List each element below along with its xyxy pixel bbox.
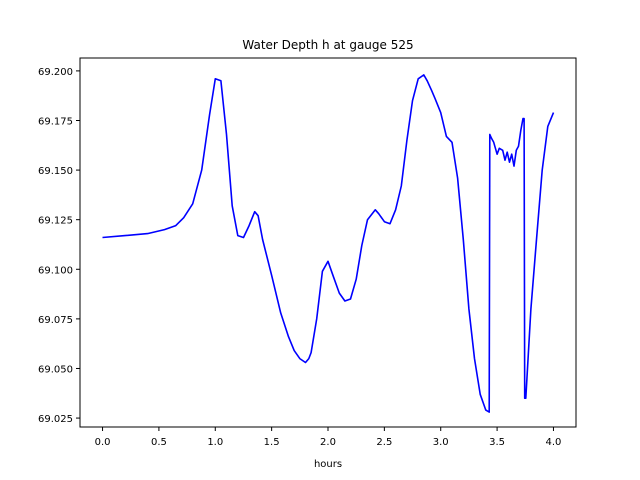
x-axis-label: hours	[314, 459, 342, 470]
y-tick-label: 69.200	[38, 67, 73, 78]
x-tick-label: 1.0	[207, 437, 223, 448]
y-axis-ticks: 69.025 69.050 69.075 69.100 69.125 69.150 69.1…	[38, 67, 80, 425]
x-tick-label: 2.5	[376, 437, 392, 448]
chart-title: Water Depth h at gauge 525	[242, 38, 413, 52]
y-tick-label: 69.050	[38, 364, 73, 375]
plot-frame	[79, 57, 577, 428]
series-layer	[102, 74, 555, 413]
x-tick-label: 0.5	[151, 437, 167, 448]
y-tick-label: 69.150	[38, 166, 73, 177]
x-tick-label: 4.0	[546, 437, 562, 448]
y-tick-label: 69.100	[38, 265, 73, 276]
y-tick-label: 69.175	[38, 116, 73, 127]
x-axis-ticks: 0.0 0.5 1.0 1.5 2.0 2.5 3.0 3.5 4.0	[95, 427, 562, 448]
plot-area-background	[80, 58, 576, 427]
y-tick-label: 69.125	[38, 216, 73, 227]
x-tick-label: 0.0	[95, 437, 111, 448]
x-tick-label: 3.5	[489, 437, 505, 448]
y-tick-label: 69.075	[38, 315, 73, 326]
x-tick-label: 1.5	[264, 437, 280, 448]
x-tick-label: 2.0	[320, 437, 336, 448]
series-line	[102, 74, 555, 413]
y-tick-label: 69.025	[38, 414, 73, 425]
x-tick-label: 3.0	[433, 437, 449, 448]
